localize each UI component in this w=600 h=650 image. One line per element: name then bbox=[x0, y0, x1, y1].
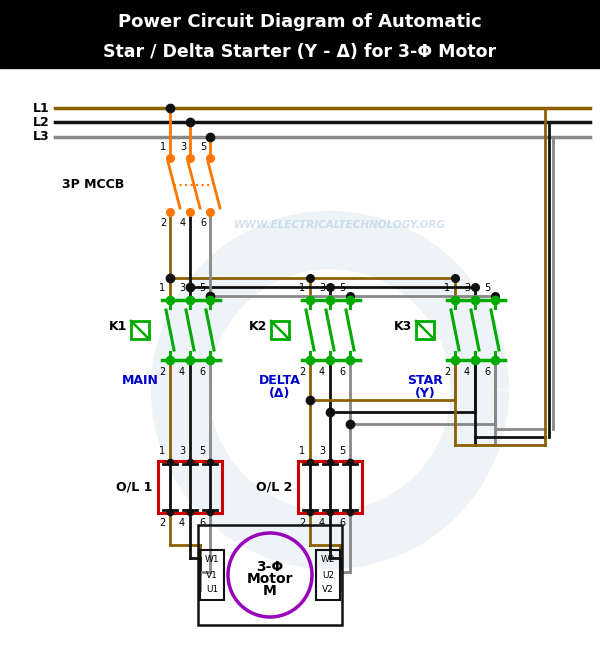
Text: 3-Φ: 3-Φ bbox=[256, 560, 284, 574]
Text: K2: K2 bbox=[248, 320, 267, 333]
Bar bbox=[316, 550, 340, 600]
Text: 2: 2 bbox=[299, 367, 305, 377]
Text: 4: 4 bbox=[180, 218, 186, 228]
Text: 3: 3 bbox=[319, 446, 325, 456]
Text: 4: 4 bbox=[179, 518, 185, 528]
Text: 5: 5 bbox=[199, 446, 205, 456]
Text: K1: K1 bbox=[109, 320, 127, 333]
Text: 6: 6 bbox=[199, 367, 205, 377]
Text: 1: 1 bbox=[299, 283, 305, 293]
Text: MAIN: MAIN bbox=[122, 374, 158, 387]
Text: 1: 1 bbox=[444, 283, 450, 293]
Text: 5: 5 bbox=[199, 283, 205, 293]
Text: 6: 6 bbox=[339, 367, 345, 377]
Text: 2: 2 bbox=[444, 367, 450, 377]
Text: 5: 5 bbox=[484, 283, 490, 293]
Text: L2: L2 bbox=[33, 116, 50, 129]
Text: 1: 1 bbox=[159, 283, 165, 293]
Text: 4: 4 bbox=[464, 367, 470, 377]
Text: 6: 6 bbox=[199, 518, 205, 528]
Text: 3: 3 bbox=[179, 283, 185, 293]
Bar bbox=[198, 525, 342, 625]
Bar bbox=[200, 550, 224, 600]
Text: 4: 4 bbox=[319, 518, 325, 528]
Text: Star / Delta Starter (Y - Δ) for 3-Φ Motor: Star / Delta Starter (Y - Δ) for 3-Φ Mot… bbox=[103, 43, 497, 61]
Text: 1: 1 bbox=[299, 446, 305, 456]
Text: 4: 4 bbox=[319, 367, 325, 377]
Text: WWW.ELECTRICALTECHNOLOGY.ORG: WWW.ELECTRICALTECHNOLOGY.ORG bbox=[234, 220, 446, 230]
Text: 6: 6 bbox=[200, 218, 206, 228]
Text: 1: 1 bbox=[160, 142, 166, 152]
Text: 3: 3 bbox=[180, 142, 186, 152]
Text: L1: L1 bbox=[33, 101, 50, 114]
Text: V2: V2 bbox=[322, 586, 334, 595]
Bar bbox=[0, 0, 600, 68]
Bar bbox=[416, 321, 434, 339]
Text: M: M bbox=[263, 584, 277, 598]
Text: 2: 2 bbox=[299, 518, 305, 528]
Text: (Y): (Y) bbox=[415, 387, 436, 400]
Text: DELTA: DELTA bbox=[259, 374, 301, 387]
Bar bbox=[271, 321, 289, 339]
Text: U1: U1 bbox=[206, 586, 218, 595]
Text: 4: 4 bbox=[179, 367, 185, 377]
Text: L3: L3 bbox=[34, 131, 50, 144]
Text: 5: 5 bbox=[200, 142, 206, 152]
Text: W2: W2 bbox=[321, 556, 335, 564]
Text: 5: 5 bbox=[339, 283, 345, 293]
Text: 6: 6 bbox=[339, 518, 345, 528]
Bar bbox=[298, 461, 362, 513]
Text: O/L 2: O/L 2 bbox=[256, 480, 292, 493]
Bar bbox=[131, 321, 149, 339]
Text: 6: 6 bbox=[484, 367, 490, 377]
Text: Motor: Motor bbox=[247, 572, 293, 586]
Text: Power Circuit Diagram of Automatic: Power Circuit Diagram of Automatic bbox=[118, 13, 482, 31]
Text: O/L 1: O/L 1 bbox=[116, 480, 152, 493]
Text: 1: 1 bbox=[159, 446, 165, 456]
Text: V1: V1 bbox=[206, 571, 218, 580]
Text: 2: 2 bbox=[159, 518, 165, 528]
Text: U2: U2 bbox=[322, 571, 334, 580]
Text: STAR: STAR bbox=[407, 374, 443, 387]
Text: 5: 5 bbox=[339, 446, 345, 456]
Text: W1: W1 bbox=[205, 556, 220, 564]
Text: 3: 3 bbox=[319, 283, 325, 293]
Text: 2: 2 bbox=[160, 218, 166, 228]
Text: (Δ): (Δ) bbox=[269, 387, 290, 400]
Text: 3P MCCB: 3P MCCB bbox=[62, 179, 124, 192]
Text: 3: 3 bbox=[179, 446, 185, 456]
Bar bbox=[158, 461, 222, 513]
Text: 3: 3 bbox=[464, 283, 470, 293]
Text: 2: 2 bbox=[159, 367, 165, 377]
Text: K3: K3 bbox=[394, 320, 412, 333]
